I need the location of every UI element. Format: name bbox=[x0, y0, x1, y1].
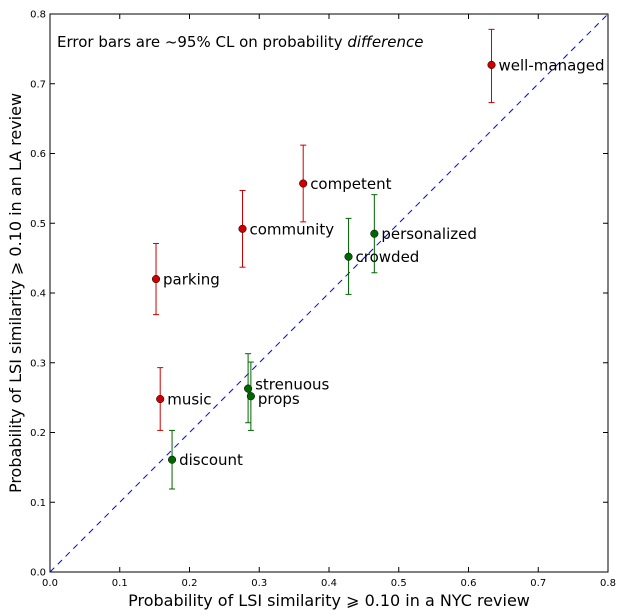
x-tick-label: 0.6 bbox=[461, 578, 477, 589]
point-label: personalized bbox=[381, 225, 477, 243]
plot-marks: 0.0 0.1 0.2 0.3 0.4 0.5 0.6 0.7 0.8 0.0 0.1 0.2 0.3 0… bbox=[30, 10, 616, 590]
x-tick-label: 0.7 bbox=[530, 578, 546, 589]
point-label: community bbox=[250, 220, 335, 238]
data-point bbox=[344, 252, 353, 261]
data-point bbox=[487, 60, 496, 69]
point-label: discount bbox=[179, 451, 243, 469]
data-point bbox=[299, 179, 308, 188]
chart-annotation: Error bars are ~95% CL on probability di… bbox=[57, 33, 423, 51]
point-label: props bbox=[258, 390, 300, 408]
data-point bbox=[238, 224, 247, 233]
x-tick-label: 0.0 bbox=[42, 578, 58, 589]
y-tick-label: 0.5 bbox=[30, 219, 46, 230]
data-point bbox=[246, 392, 255, 401]
x-tick-label: 0.2 bbox=[182, 578, 198, 589]
data-point bbox=[151, 275, 161, 284]
y-tick-label: 0.4 bbox=[30, 289, 46, 300]
y-axis-label: Probability of LSI similarity ⩾ 0.10 in … bbox=[6, 93, 25, 493]
data-point bbox=[168, 455, 177, 464]
point-label: strenuous bbox=[255, 376, 329, 394]
data-point bbox=[156, 394, 165, 404]
x-tick-label: 0.3 bbox=[251, 578, 267, 589]
y-tick-label: 0.6 bbox=[30, 149, 46, 160]
point-label: well-managed bbox=[499, 56, 605, 74]
x-tick-label: 0.4 bbox=[321, 578, 337, 589]
diagonal-reference-line bbox=[49, 13, 609, 573]
x-tick-label: 0.1 bbox=[112, 578, 128, 589]
annotation-emphasis: difference bbox=[347, 33, 423, 51]
point-label: competent bbox=[310, 175, 391, 193]
data-point bbox=[370, 229, 379, 238]
point-label: crowded bbox=[356, 248, 420, 266]
y-tick-label: 0.2 bbox=[30, 428, 46, 439]
y-tick-label: 0.7 bbox=[30, 79, 46, 90]
x-tick-label: 0.5 bbox=[391, 578, 407, 589]
point-label: parking bbox=[163, 271, 220, 289]
data-point bbox=[244, 384, 253, 393]
y-tick-label: 0.0 bbox=[30, 568, 46, 579]
x-axis-label: Probability of LSI similarity ⩾ 0.10 in … bbox=[128, 591, 530, 610]
y-tick-label: 0.1 bbox=[30, 498, 46, 509]
y-tick-label: 0.8 bbox=[30, 10, 46, 21]
x-tick-label: 0.8 bbox=[600, 578, 616, 589]
y-tick-label: 0.3 bbox=[30, 358, 46, 369]
point-label: music bbox=[167, 391, 211, 409]
annotation-prefix: Error bars are ~95% CL on probability bbox=[57, 33, 347, 51]
